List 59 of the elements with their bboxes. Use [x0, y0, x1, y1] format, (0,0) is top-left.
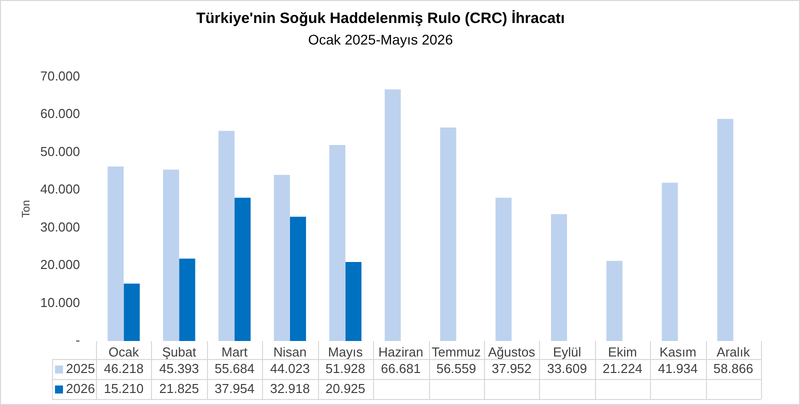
bar [179, 258, 196, 341]
x-tick-label: Aralık [716, 344, 750, 360]
x-tick-label: Mart [222, 344, 248, 360]
data-label: 21.224 [602, 361, 642, 376]
data-label: 51.928 [325, 361, 366, 376]
bar [108, 166, 124, 341]
x-tick-label: Mayıs [328, 344, 364, 360]
x-tick-label: Eylül [552, 344, 582, 360]
y-tick-label: 20.000 [40, 257, 80, 272]
y-tick-label: 40.000 [40, 182, 80, 197]
chart-subtitle: Ocak 2025-Mayıs 2026 [308, 31, 454, 48]
x-tick-label: Haziran [378, 344, 424, 360]
bar [345, 262, 362, 341]
bar [717, 118, 734, 341]
data-label: 45.393 [159, 361, 200, 376]
y-tick-label: - [76, 332, 80, 348]
x-tick-label: Kasım [659, 344, 696, 360]
bar [290, 216, 306, 341]
x-tick-label: Temmuz [432, 344, 481, 360]
data-label: 66.681 [380, 361, 421, 376]
bar [234, 198, 251, 341]
bar [124, 284, 140, 341]
legend-label: 2025 [66, 361, 95, 376]
bar [329, 145, 346, 341]
bar [606, 260, 622, 341]
x-tick-label: Ekim [608, 344, 637, 360]
data-label: 44.023 [270, 361, 310, 376]
bar [218, 130, 235, 341]
data-label: 37.954 [214, 381, 254, 396]
y-tick-label: 10.000 [40, 294, 80, 310]
bar [440, 128, 456, 341]
bar [384, 89, 401, 341]
x-tick-label: Ağustos [488, 344, 536, 360]
y-tick-label: 60.000 [40, 106, 80, 122]
y-tick-label: 30.000 [40, 219, 80, 234]
x-tick-label: Ocak [108, 344, 140, 360]
data-label: 56.559 [436, 361, 476, 376]
data-label: 32.918 [270, 381, 310, 396]
bar [163, 170, 180, 341]
legend-label: 2026 [66, 381, 95, 396]
data-label: 37.952 [492, 361, 532, 376]
x-tick-label: Nisan [273, 344, 307, 360]
data-label: 55.684 [214, 361, 254, 376]
data-label: 21.825 [159, 381, 200, 396]
bar [496, 198, 512, 341]
data-label: 33.609 [547, 361, 587, 376]
data-label: 20.925 [325, 381, 366, 396]
bar [274, 174, 290, 341]
x-tick-label: Şubat [162, 344, 196, 360]
bar [662, 182, 678, 341]
data-label: 41.934 [658, 361, 698, 376]
chart-title: Türkiye'nin Soğuk Haddelenmiş Rulo (CRC) İhracatı [196, 10, 565, 28]
data-label: 46.218 [104, 361, 144, 376]
bar [550, 214, 568, 341]
y-tick-label: 50.000 [40, 144, 80, 159]
data-label: 15.210 [104, 381, 144, 396]
y-tick-label: 70.000 [40, 68, 80, 84]
y-axis-title: Ton [20, 200, 33, 218]
data-label: 58.866 [713, 361, 754, 376]
